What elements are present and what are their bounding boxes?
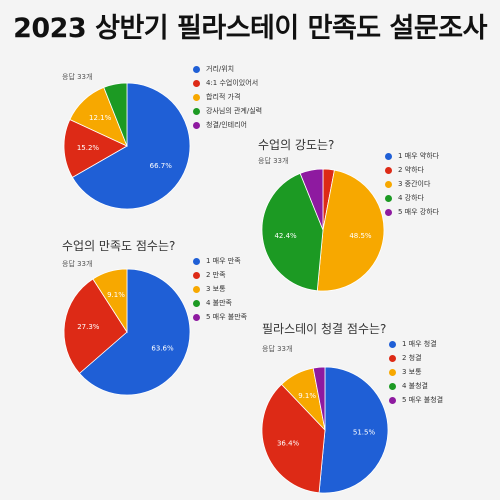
slice-label: 63.6% <box>151 345 174 353</box>
legend-item: 2 청결 <box>389 351 443 365</box>
chart-title: 필라스테이 청결 점수는? <box>262 322 387 336</box>
legend-label: 4 강하다 <box>398 194 424 202</box>
legend-item: 강사님의 관계/실력 <box>193 104 262 118</box>
legend-3: 1 매우 만족 2 만족 3 보통 4 불만족 5 매우 불만족 <box>193 254 247 324</box>
response-count: 응답 33개 <box>258 157 289 165</box>
slice-label: 27.3% <box>77 323 100 331</box>
legend-dot-icon <box>193 93 200 101</box>
legend-item: 1 매우 만족 <box>193 254 247 268</box>
legend-dot-icon <box>389 368 396 376</box>
response-count: 응답 33개 <box>62 260 93 268</box>
legend-item: 2 약하다 <box>385 163 439 177</box>
slice-label: 15.2% <box>77 144 100 152</box>
pie-slice <box>71 82 191 210</box>
pie-slice <box>261 172 324 292</box>
pie-slice <box>92 268 128 334</box>
slice-label: 51.5% <box>353 428 376 436</box>
pie-slice <box>312 366 326 431</box>
legend-label: 2 만족 <box>206 271 226 279</box>
slice-label: 12.1% <box>89 114 112 122</box>
legend-label: 1 매우 청결 <box>402 340 437 348</box>
legend-dot-icon <box>385 180 392 188</box>
legend-item: 1 매우 약하다 <box>385 149 439 163</box>
legend-label: 4 불만족 <box>206 299 232 307</box>
legend-dot-icon <box>389 354 396 362</box>
pie-slice <box>103 82 128 147</box>
slice-label: 9.1% <box>107 291 125 299</box>
legend-item: 청결/인테리어 <box>193 118 262 132</box>
legend-dot-icon <box>389 340 396 348</box>
chart-title: 수업의 만족도 점수는? <box>62 239 176 253</box>
legend-item: 5 매우 불만족 <box>193 310 247 324</box>
legend-label: 3 보통 <box>402 368 422 376</box>
pie-slice <box>318 366 389 494</box>
pie-slice <box>63 278 128 374</box>
legend-label: 3 중간이다 <box>398 180 431 188</box>
legend-label: 거리/위치 <box>206 65 235 73</box>
legend-label: 4 불청결 <box>402 382 428 390</box>
chart-title: 수업의 강도는? <box>258 138 335 152</box>
legend-dot-icon <box>385 194 392 202</box>
legend-dot-icon <box>389 396 396 404</box>
slice-label: 66.7% <box>150 162 173 170</box>
legend-item: 4:1 수업이있어서 <box>193 76 262 90</box>
pie-slice <box>316 169 385 292</box>
legend-item: 합리적 가격 <box>193 90 262 104</box>
legend-dot-icon <box>389 382 396 390</box>
legend-dot-icon <box>193 313 200 321</box>
legend-dot-icon <box>193 107 200 115</box>
legend-label: 4:1 수업이있어서 <box>206 79 259 87</box>
legend-item: 4 불만족 <box>193 296 247 310</box>
legend-item: 1 매우 청결 <box>389 337 443 351</box>
legend-2: 1 매우 약하다 2 약하다 3 중간이다 4 강하다 5 매우 강하다 <box>385 149 439 219</box>
legend-dot-icon <box>193 65 200 73</box>
legend-dot-icon <box>385 152 392 160</box>
legend-item: 5 매우 강하다 <box>385 205 439 219</box>
pie-slice <box>299 168 324 231</box>
slice-label: 48.5% <box>349 232 372 240</box>
legend-item: 5 매우 불청결 <box>389 393 443 407</box>
legend-dot-icon <box>193 299 200 307</box>
response-count: 응답 33개 <box>262 345 293 353</box>
legend-label: 5 매우 불청결 <box>402 396 444 404</box>
legend-label: 청결/인테리어 <box>206 121 247 129</box>
legend-dot-icon <box>193 121 200 129</box>
pie-slice <box>261 383 326 494</box>
pie-slice <box>78 268 191 396</box>
response-count: 응답 33개 <box>62 73 93 81</box>
legend-label: 5 매우 강하다 <box>398 208 440 216</box>
legend-label: 2 약하다 <box>398 166 424 174</box>
legend-dot-icon <box>193 285 200 293</box>
legend-item: 2 만족 <box>193 268 247 282</box>
legend-dot-icon <box>193 79 200 87</box>
legend-dot-icon <box>193 271 200 279</box>
legend-item: 거리/위치 <box>193 62 262 76</box>
legend-label: 1 매우 약하다 <box>398 152 440 160</box>
legend-4: 1 매우 청결 2 청결 3 보통 4 불청결 5 매우 불청결 <box>389 337 443 407</box>
legend-label: 2 청결 <box>402 354 422 362</box>
legend-item: 4 불청결 <box>389 379 443 393</box>
pie-slice <box>63 119 128 178</box>
legend-label: 5 매우 불만족 <box>206 313 248 321</box>
legend-dot-icon <box>385 208 392 216</box>
legend-item: 4 강하다 <box>385 191 439 205</box>
legend-dot-icon <box>385 166 392 174</box>
legend-label: 1 매우 만족 <box>206 257 241 265</box>
page-title: 2023 상반기 필라스테이 만족도 설문조사 <box>13 13 487 44</box>
legend-item: 3 보통 <box>193 282 247 296</box>
legend-dot-icon <box>193 257 200 265</box>
slice-label: 42.4% <box>274 232 297 240</box>
slice-label: 9.1% <box>298 392 316 400</box>
legend-item: 3 중간이다 <box>385 177 439 191</box>
legend-label: 합리적 가격 <box>206 93 241 101</box>
legend-label: 강사님의 관계/실력 <box>206 107 263 115</box>
legend-label: 3 보통 <box>206 285 226 293</box>
legend-item: 3 보통 <box>389 365 443 379</box>
slice-label: 36.4% <box>277 439 300 447</box>
